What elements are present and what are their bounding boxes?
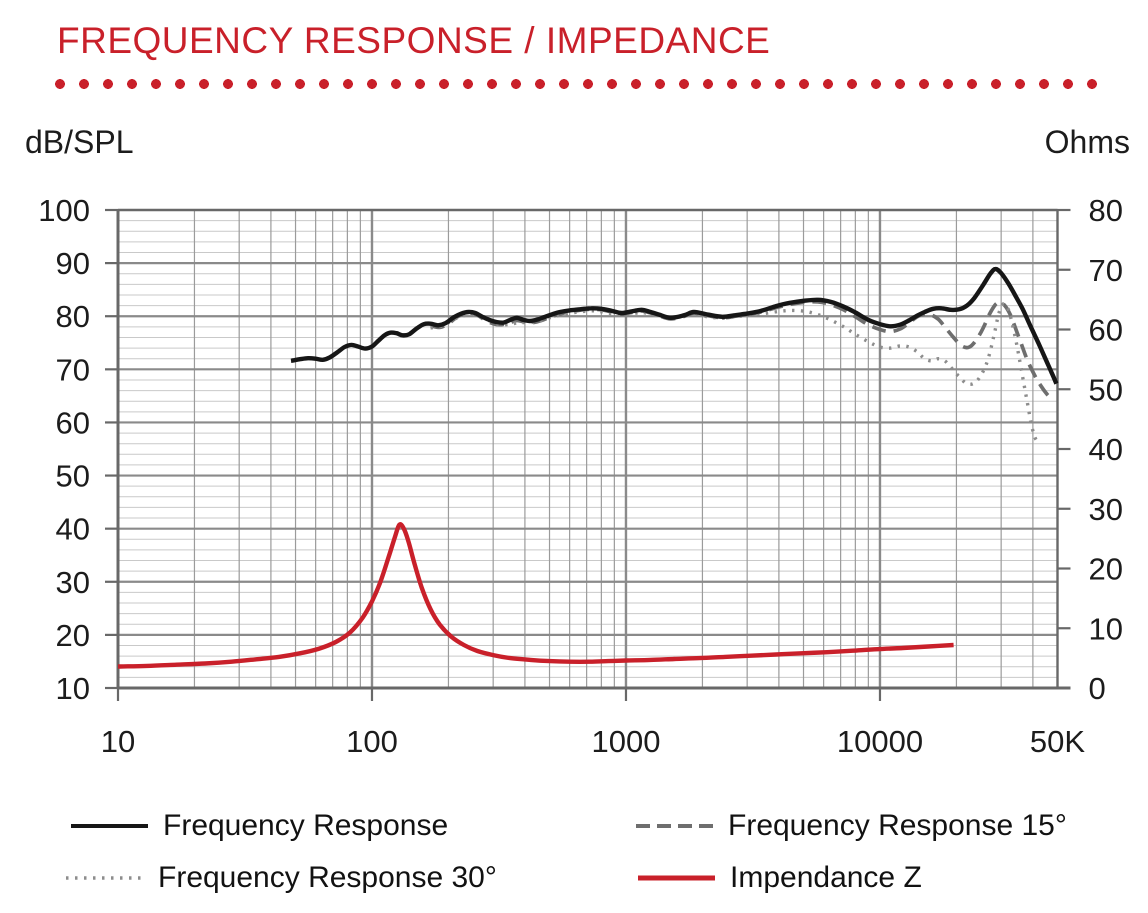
- y-left-tick-label: 20: [56, 618, 90, 653]
- y-right-tick-label: 60: [1089, 313, 1123, 348]
- legend-label: Frequency Response 30°: [158, 861, 497, 894]
- y-right-tick-label: 70: [1089, 253, 1123, 288]
- solid-black-line-swatch: [71, 824, 148, 828]
- right-axis-unit-label: Ohms: [1044, 124, 1130, 160]
- y-left-tick-label: 80: [56, 299, 90, 334]
- frequency-response-chart: 1009080706050403020108070605040302010010…: [38, 193, 1123, 759]
- y-right-tick-label: 0: [1089, 671, 1106, 706]
- legend-item-impedance-z: Impendance Z: [637, 858, 922, 898]
- y-left-tick-label: 30: [56, 565, 90, 600]
- x-tick-label: 1000: [591, 724, 660, 759]
- axis-tick-labels: 1009080706050403020108070605040302010010…: [38, 193, 1123, 759]
- y-left-tick-label: 70: [56, 352, 90, 387]
- y-left-tick-label: 10: [56, 671, 90, 706]
- x-tick-label: 10000: [837, 724, 923, 759]
- x-tick-label: 100: [346, 724, 398, 759]
- curve-impendance-z: [117, 522, 954, 669]
- x-tick-label: 10: [101, 724, 135, 759]
- y-left-tick-label: 50: [56, 459, 90, 494]
- legend-item-frequency-response: Frequency Response: [70, 806, 448, 846]
- curves: [117, 266, 1059, 669]
- grid-major: [118, 210, 1058, 688]
- y-right-tick-label: 80: [1089, 193, 1123, 228]
- dotted-divider: [55, 78, 1097, 90]
- y-right-tick-label: 30: [1089, 492, 1123, 527]
- plot-border: [116, 208, 1059, 690]
- left-axis-unit-label: dB/SPL: [25, 124, 134, 160]
- y-left-tick-label: 100: [38, 193, 90, 228]
- dotted-gray-line-swatch: [66, 876, 143, 880]
- legend-item-frequency-response-15: Frequency Response 15°: [635, 806, 1067, 846]
- axis-ticks: [105, 208, 1071, 701]
- dashed-gray-line-swatch: [636, 824, 713, 828]
- solid-red-line-swatch: [638, 875, 715, 881]
- x-tick-label: 50K: [1030, 724, 1085, 759]
- legend-label: Frequency Response 15°: [728, 809, 1067, 842]
- grid-minor: [118, 210, 1058, 688]
- y-left-tick-label: 60: [56, 405, 90, 440]
- y-right-tick-label: 20: [1089, 552, 1123, 587]
- page-title: FREQUENCY RESPONSE / IMPEDANCE: [57, 20, 771, 61]
- legend-label: Frequency Response: [163, 809, 449, 842]
- y-right-tick-label: 40: [1089, 432, 1123, 467]
- y-right-tick-label: 10: [1089, 611, 1123, 646]
- y-left-tick-label: 40: [56, 512, 90, 547]
- curve-frequency-response: [290, 266, 1059, 385]
- y-right-tick-label: 50: [1089, 372, 1123, 407]
- legend-item-frequency-response-30: Frequency Response 30°: [65, 858, 497, 898]
- y-left-tick-label: 90: [56, 246, 90, 281]
- legend-label: Impendance Z: [730, 861, 922, 894]
